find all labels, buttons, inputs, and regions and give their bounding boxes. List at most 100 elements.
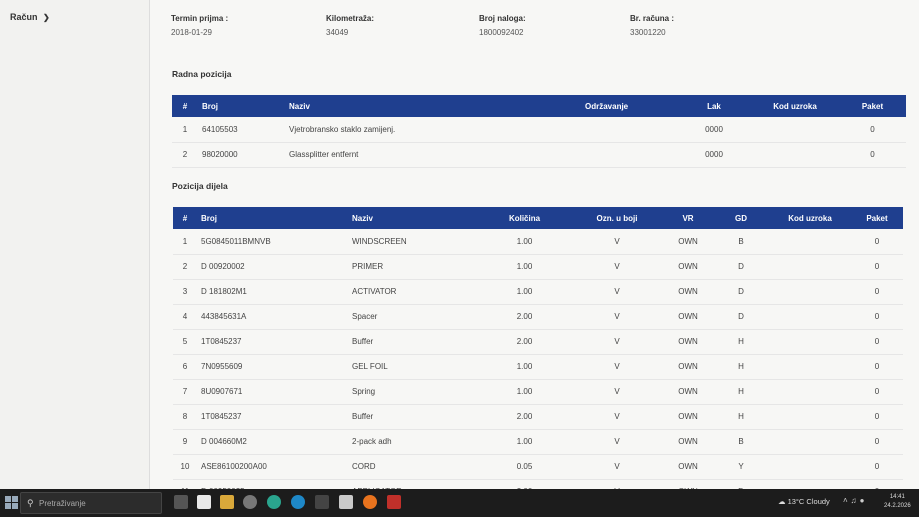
cell: Buffer bbox=[348, 329, 478, 355]
cell: 7 bbox=[173, 379, 197, 405]
cell: 1 bbox=[173, 229, 197, 255]
task-view-icon[interactable] bbox=[174, 495, 188, 509]
cell: 0 bbox=[851, 229, 903, 255]
left-column: Račun ❯ bbox=[0, 0, 150, 489]
racun-toggle[interactable]: Račun ❯ bbox=[10, 12, 50, 22]
cell bbox=[769, 254, 851, 280]
chevron-down-icon: ❯ bbox=[43, 13, 50, 22]
cell: Spring bbox=[348, 379, 478, 405]
taskbar: ⚲ Pretraživanje ☁ 13°C Cloudy ˄♫● 14:41 … bbox=[0, 489, 919, 517]
meta-br-racuna: Br. računa : 33001220 bbox=[630, 14, 674, 37]
cell bbox=[769, 304, 851, 330]
meta-value: 34049 bbox=[326, 28, 349, 37]
table-row[interactable]: 10 ASE86100200A00 CORD 0.05 V OWN Y 0 bbox=[173, 454, 903, 480]
clock-date: 24.2.2026 bbox=[884, 503, 911, 509]
cell: 2.00 bbox=[478, 304, 571, 330]
file-explorer-icon[interactable] bbox=[220, 495, 234, 509]
cell: 0 bbox=[851, 429, 903, 455]
cell: V bbox=[571, 429, 663, 455]
cell: 1.00 bbox=[478, 254, 571, 280]
cell: ASE86100200A00 bbox=[197, 454, 348, 480]
cell: Spacer bbox=[348, 304, 478, 330]
table-row[interactable]: 4 443845631A Spacer 2.00 V OWN D 0 bbox=[173, 304, 903, 330]
cell: V bbox=[571, 229, 663, 255]
cell bbox=[751, 142, 839, 168]
cell: 1.00 bbox=[478, 429, 571, 455]
cell: GEL FOIL bbox=[348, 354, 478, 380]
cell: 2 bbox=[172, 142, 198, 168]
cell: V bbox=[571, 379, 663, 405]
cell: 1T0845237 bbox=[197, 404, 348, 430]
table-row[interactable]: 2 98020000 Glassplitter entfernt 0000 0 bbox=[172, 142, 906, 168]
col-header: Paket bbox=[866, 213, 888, 223]
taskbar-clock[interactable]: 14:41 24.2.2026 bbox=[884, 493, 911, 511]
table-row[interactable]: 1 5G0845011BMNVB WINDSCREEN 1.00 V OWN B 0 bbox=[173, 229, 903, 255]
cell: D bbox=[713, 304, 769, 330]
table-row[interactable]: 6 7N0955609 GEL FOIL 1.00 V OWN H 0 bbox=[173, 354, 903, 380]
cell bbox=[769, 229, 851, 255]
chevron-up-icon[interactable]: ˄ bbox=[843, 496, 851, 505]
cell: 0 bbox=[851, 329, 903, 355]
meta-termin: Termin prijma : 2018-01-29 bbox=[171, 14, 228, 37]
col-header: Kod uzroka bbox=[788, 213, 832, 223]
meta-value: 33001220 bbox=[630, 28, 666, 37]
cell: D 00920002 bbox=[197, 254, 348, 280]
weather-widget[interactable]: ☁ 13°C Cloudy bbox=[778, 497, 830, 506]
cell: 0 bbox=[851, 404, 903, 430]
cell: Vjetrobransko staklo zamijenj. bbox=[285, 117, 581, 143]
cell: 0 bbox=[851, 279, 903, 305]
cell: 1.00 bbox=[478, 354, 571, 380]
col-header: Ozn. u boji bbox=[596, 213, 638, 223]
cell: OWN bbox=[663, 404, 713, 430]
table-row[interactable]: 5 1T0845237 Buffer 2.00 V OWN H 0 bbox=[173, 329, 903, 355]
cell bbox=[769, 404, 851, 430]
cell: 0 bbox=[851, 354, 903, 380]
cell bbox=[769, 429, 851, 455]
col-header: Broj bbox=[201, 213, 217, 223]
cell: OWN bbox=[663, 304, 713, 330]
cell: 443845631A bbox=[197, 304, 348, 330]
cell bbox=[581, 142, 677, 168]
app-icon[interactable] bbox=[339, 495, 353, 509]
edge-icon[interactable] bbox=[291, 495, 305, 509]
pozicija-dijela-table: # Broj Naziv Količina Ozn. u boji VR GD … bbox=[173, 207, 903, 505]
cell: H bbox=[713, 354, 769, 380]
meta-broj-naloga: Broj naloga: 1800092402 bbox=[479, 14, 526, 37]
system-tray[interactable]: ˄♫● bbox=[843, 496, 868, 505]
cell: D bbox=[713, 254, 769, 280]
cell bbox=[769, 329, 851, 355]
table-row[interactable]: 7 8U0907671 Spring 1.00 V OWN H 0 bbox=[173, 379, 903, 405]
pdf-reader-icon[interactable] bbox=[387, 495, 401, 509]
cell: OWN bbox=[663, 254, 713, 280]
network-icon[interactable]: ● bbox=[859, 496, 868, 505]
page: Račun ❯ Termin prijma : 2018-01-29 Kilom… bbox=[0, 0, 906, 505]
app-icon[interactable] bbox=[315, 495, 329, 509]
cell: 2 bbox=[173, 254, 197, 280]
cell: H bbox=[713, 379, 769, 405]
cell: OWN bbox=[663, 279, 713, 305]
meta-value: 2018-01-29 bbox=[171, 28, 212, 37]
taskbar-search[interactable]: ⚲ Pretraživanje bbox=[20, 492, 162, 514]
speaker-icon[interactable]: ♫ bbox=[850, 496, 860, 505]
document-icon[interactable] bbox=[197, 495, 211, 509]
cell: 8 bbox=[173, 404, 197, 430]
cell: 2-pack adh bbox=[348, 429, 478, 455]
meta-kilometraza: Kilometraža: 34049 bbox=[326, 14, 374, 37]
cell: 0 bbox=[851, 454, 903, 480]
windows-start-icon[interactable] bbox=[5, 496, 18, 509]
cell: V bbox=[571, 454, 663, 480]
table-header-row: # Broj Naziv Količina Ozn. u boji VR GD … bbox=[173, 207, 903, 229]
cell: D bbox=[713, 279, 769, 305]
cell bbox=[751, 117, 839, 143]
cell bbox=[769, 279, 851, 305]
table-row[interactable]: 8 1T0845237 Buffer 2.00 V OWN H 0 bbox=[173, 404, 903, 430]
table-header-row: # Broj Naziv Održavanje Lak Kod uzroka P… bbox=[172, 95, 906, 117]
table-row[interactable]: 1 64105503 Vjetrobransko staklo zamijenj… bbox=[172, 117, 906, 143]
app-icon[interactable] bbox=[243, 495, 257, 509]
cell bbox=[769, 454, 851, 480]
firefox-icon[interactable] bbox=[363, 495, 377, 509]
app-icon[interactable] bbox=[267, 495, 281, 509]
